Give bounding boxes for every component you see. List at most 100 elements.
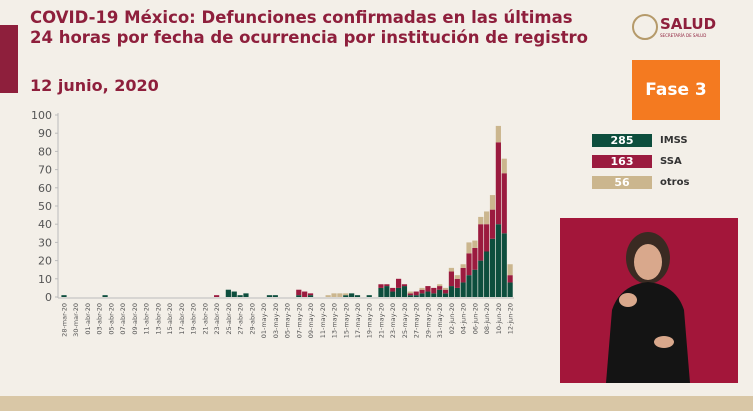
- bar-segment: [390, 287, 396, 292]
- x-tick-label: 01-abr-20: [84, 303, 92, 335]
- bar-segment: [366, 295, 372, 297]
- bar-segment: [384, 284, 390, 287]
- x-tick-label: 01-may-20: [260, 303, 268, 338]
- bar-segment: [460, 264, 466, 268]
- x-tick-label: 05-abr-20: [107, 303, 115, 335]
- bar-segment: [395, 287, 402, 297]
- bar-segment: [349, 293, 355, 297]
- bar-segment: [214, 295, 220, 297]
- x-tick-label: 07-abr-20: [119, 303, 127, 335]
- bar-segment: [501, 173, 507, 234]
- x-tick-label: 08-jun-20: [483, 303, 491, 334]
- bar-segment: [331, 293, 337, 297]
- legend: 285 IMSS 163 SSA 56 otros: [592, 134, 689, 197]
- bar-segment: [302, 291, 308, 297]
- bar-segment: [296, 295, 302, 297]
- x-tick-label: 10-jun-20: [495, 303, 503, 334]
- x-tick-label: 28-mar-20: [61, 303, 69, 337]
- x-tick-label: 19-abr-20: [190, 303, 198, 335]
- x-tick-label: 25-may-20: [401, 303, 409, 338]
- bar-segment: [466, 242, 472, 254]
- x-tick-label: 09-may-20: [307, 303, 315, 338]
- y-tick-label: 60: [38, 182, 52, 195]
- bar-segment: [437, 284, 443, 287]
- bar-segment: [489, 238, 496, 297]
- y-tick-label: 80: [38, 145, 52, 158]
- x-tick-label: 31-may-20: [436, 303, 444, 338]
- x-tick-label: 13-may-20: [331, 303, 339, 338]
- x-tick-label: 12-jun-20: [507, 303, 515, 334]
- y-tick-label: 100: [31, 109, 52, 122]
- bar-segment: [442, 293, 449, 297]
- bar-segment: [472, 247, 478, 270]
- bar-segment: [343, 293, 349, 296]
- bar-segment: [495, 125, 501, 143]
- bar-segment: [102, 295, 108, 297]
- bar-segment: [225, 289, 231, 297]
- bar-segment: [237, 295, 243, 297]
- interpreter-video: [560, 218, 738, 383]
- bar-segment: [425, 291, 431, 297]
- bar-segment: [325, 295, 331, 297]
- bar-segment: [460, 267, 466, 283]
- bar-segment: [401, 286, 408, 297]
- y-tick-label: 90: [38, 127, 52, 140]
- x-tick-label: 04-jun-20: [460, 303, 468, 334]
- bar-segment: [448, 286, 455, 297]
- bar-segment: [378, 284, 384, 288]
- bar-segment: [378, 287, 384, 297]
- legend-label: otros: [660, 177, 690, 188]
- bar-segment: [460, 282, 466, 297]
- bar-segment: [296, 289, 302, 296]
- x-tick-label: 17-abr-20: [178, 303, 186, 335]
- x-tick-label: 29-may-20: [424, 303, 432, 338]
- x-tick-label: 13-abr-20: [154, 303, 162, 335]
- bar-segment: [454, 287, 460, 297]
- y-tick-label: 30: [38, 236, 52, 249]
- legend-item: 163 SSA: [592, 155, 689, 168]
- bar-segment: [307, 293, 314, 296]
- y-tick-label: 10: [38, 273, 52, 286]
- legend-label: IMSS: [660, 135, 688, 146]
- footer-strip: [0, 396, 753, 411]
- bar-segment: [272, 295, 278, 297]
- bar-segment: [354, 295, 361, 297]
- logo-text: SALUD: [660, 15, 717, 33]
- x-tick-label: 11-may-20: [319, 303, 327, 338]
- bar-segment: [343, 295, 349, 297]
- bar-segment: [466, 253, 472, 276]
- bar-segment: [413, 291, 419, 296]
- legend-label: SSA: [660, 156, 682, 167]
- x-tick-label: 21-may-20: [377, 303, 385, 338]
- legend-item: 285 IMSS: [592, 134, 689, 147]
- bar-segment: [431, 293, 437, 297]
- bar-segment: [337, 293, 343, 297]
- bar-segment: [437, 289, 443, 297]
- bar-segment: [266, 295, 273, 297]
- x-tick-label: 27-may-20: [413, 303, 421, 338]
- y-tick-label: 70: [38, 164, 52, 177]
- bar-segment: [454, 275, 460, 279]
- bar-segment: [501, 158, 507, 174]
- legend-total: 285: [592, 134, 652, 147]
- legend-item: 56 otros: [592, 176, 689, 189]
- x-tick-label: 29-abr-20: [248, 303, 256, 335]
- bar-segment: [407, 293, 413, 296]
- bar-segment: [478, 224, 484, 261]
- bar-segment: [484, 224, 490, 252]
- bar-segment: [495, 224, 501, 297]
- bar-segment: [495, 142, 501, 225]
- x-tick-label: 03-abr-20: [96, 303, 104, 335]
- bar-segment: [407, 291, 413, 294]
- bar-segment: [307, 295, 314, 297]
- x-tick-label: 09-abr-20: [131, 303, 139, 335]
- x-tick-label: 25-abr-20: [225, 303, 233, 335]
- bar-segment: [419, 287, 425, 290]
- bar-segment: [448, 267, 455, 272]
- title: COVID-19 México: Defunciones confirmadas…: [30, 8, 588, 47]
- x-tick-label: 15-may-20: [342, 303, 350, 338]
- bar-segment: [489, 195, 496, 210]
- y-tick-label: 40: [38, 218, 52, 231]
- bar-segment: [407, 295, 413, 297]
- phase-badge: Fase 3: [632, 60, 720, 120]
